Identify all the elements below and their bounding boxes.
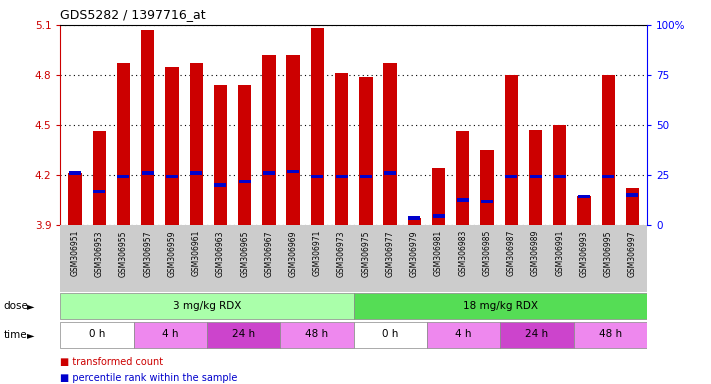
Bar: [577, 196, 591, 225]
Text: GSM306985: GSM306985: [483, 230, 491, 276]
Text: 48 h: 48 h: [599, 329, 622, 339]
Bar: [311, 175, 324, 178]
Text: ■ transformed count: ■ transformed count: [60, 356, 164, 367]
Text: 0 h: 0 h: [89, 329, 105, 339]
Bar: [427, 322, 501, 348]
Text: 18 mg/kg RDX: 18 mg/kg RDX: [463, 301, 538, 311]
Text: GSM306979: GSM306979: [410, 230, 419, 276]
Bar: [529, 130, 542, 225]
Bar: [506, 175, 518, 178]
Text: 4 h: 4 h: [162, 329, 178, 339]
Text: 24 h: 24 h: [232, 329, 255, 339]
Text: GSM306977: GSM306977: [385, 230, 395, 276]
Bar: [262, 55, 276, 225]
Bar: [68, 173, 82, 225]
Bar: [280, 322, 353, 348]
Text: GSM306991: GSM306991: [555, 230, 565, 276]
Bar: [166, 175, 178, 178]
Bar: [384, 171, 396, 175]
Text: GSM306971: GSM306971: [313, 230, 322, 276]
Text: ►: ►: [27, 330, 35, 340]
Bar: [354, 322, 427, 348]
Bar: [383, 63, 397, 225]
Bar: [117, 175, 129, 178]
Bar: [92, 131, 106, 225]
Text: GSM306955: GSM306955: [119, 230, 128, 276]
Bar: [239, 180, 251, 183]
Bar: [456, 131, 469, 225]
Text: GDS5282 / 1397716_at: GDS5282 / 1397716_at: [60, 8, 206, 21]
Bar: [336, 175, 348, 178]
Text: GSM306981: GSM306981: [434, 230, 443, 276]
Text: dose: dose: [4, 301, 28, 311]
Bar: [578, 195, 590, 198]
Bar: [190, 171, 202, 175]
Bar: [505, 75, 518, 225]
Text: ■ percentile rank within the sample: ■ percentile rank within the sample: [60, 372, 237, 383]
Bar: [456, 198, 469, 202]
Text: ►: ►: [27, 301, 35, 311]
Text: GSM306973: GSM306973: [337, 230, 346, 276]
Text: GSM306965: GSM306965: [240, 230, 249, 276]
Bar: [287, 55, 300, 225]
Bar: [69, 171, 81, 175]
Text: GSM306953: GSM306953: [95, 230, 104, 276]
Text: GSM306961: GSM306961: [192, 230, 201, 276]
Bar: [481, 150, 493, 225]
Text: GSM306995: GSM306995: [604, 230, 613, 276]
Bar: [93, 190, 105, 193]
Bar: [238, 85, 251, 225]
Bar: [360, 175, 372, 178]
Bar: [602, 75, 615, 225]
Bar: [141, 171, 154, 175]
Text: GSM306989: GSM306989: [531, 230, 540, 276]
Bar: [215, 183, 226, 187]
Text: GSM306967: GSM306967: [264, 230, 274, 276]
Bar: [60, 322, 134, 348]
Bar: [432, 168, 445, 225]
Bar: [432, 215, 444, 218]
Bar: [602, 175, 614, 178]
Bar: [335, 73, 348, 225]
Bar: [190, 63, 203, 225]
Text: GSM306987: GSM306987: [507, 230, 515, 276]
Bar: [626, 188, 639, 225]
Text: GSM306957: GSM306957: [143, 230, 152, 276]
Text: GSM306963: GSM306963: [216, 230, 225, 276]
Bar: [214, 85, 227, 225]
Bar: [287, 170, 299, 173]
Text: GSM306969: GSM306969: [289, 230, 298, 276]
Text: GSM306997: GSM306997: [628, 230, 637, 276]
Text: 24 h: 24 h: [525, 329, 549, 339]
Text: 3 mg/kg RDX: 3 mg/kg RDX: [173, 301, 241, 311]
Bar: [501, 322, 574, 348]
Text: 4 h: 4 h: [456, 329, 472, 339]
Bar: [60, 293, 354, 319]
Bar: [117, 63, 130, 225]
Bar: [354, 293, 647, 319]
Text: 48 h: 48 h: [306, 329, 328, 339]
Text: time: time: [4, 330, 27, 340]
Bar: [263, 171, 275, 175]
Bar: [359, 76, 373, 225]
Text: GSM306959: GSM306959: [167, 230, 176, 276]
Text: GSM306975: GSM306975: [361, 230, 370, 276]
Bar: [311, 28, 324, 225]
Bar: [408, 216, 420, 220]
Text: 0 h: 0 h: [383, 329, 399, 339]
Bar: [481, 200, 493, 203]
Bar: [530, 175, 542, 178]
Bar: [134, 322, 207, 348]
Bar: [554, 175, 566, 178]
Text: GSM306993: GSM306993: [579, 230, 589, 276]
Bar: [553, 125, 567, 225]
Bar: [574, 322, 647, 348]
Text: GSM306983: GSM306983: [459, 230, 467, 276]
Text: GSM306951: GSM306951: [70, 230, 80, 276]
Bar: [141, 30, 154, 225]
Bar: [165, 66, 178, 225]
Bar: [207, 322, 280, 348]
Bar: [407, 218, 421, 225]
Bar: [626, 193, 638, 197]
